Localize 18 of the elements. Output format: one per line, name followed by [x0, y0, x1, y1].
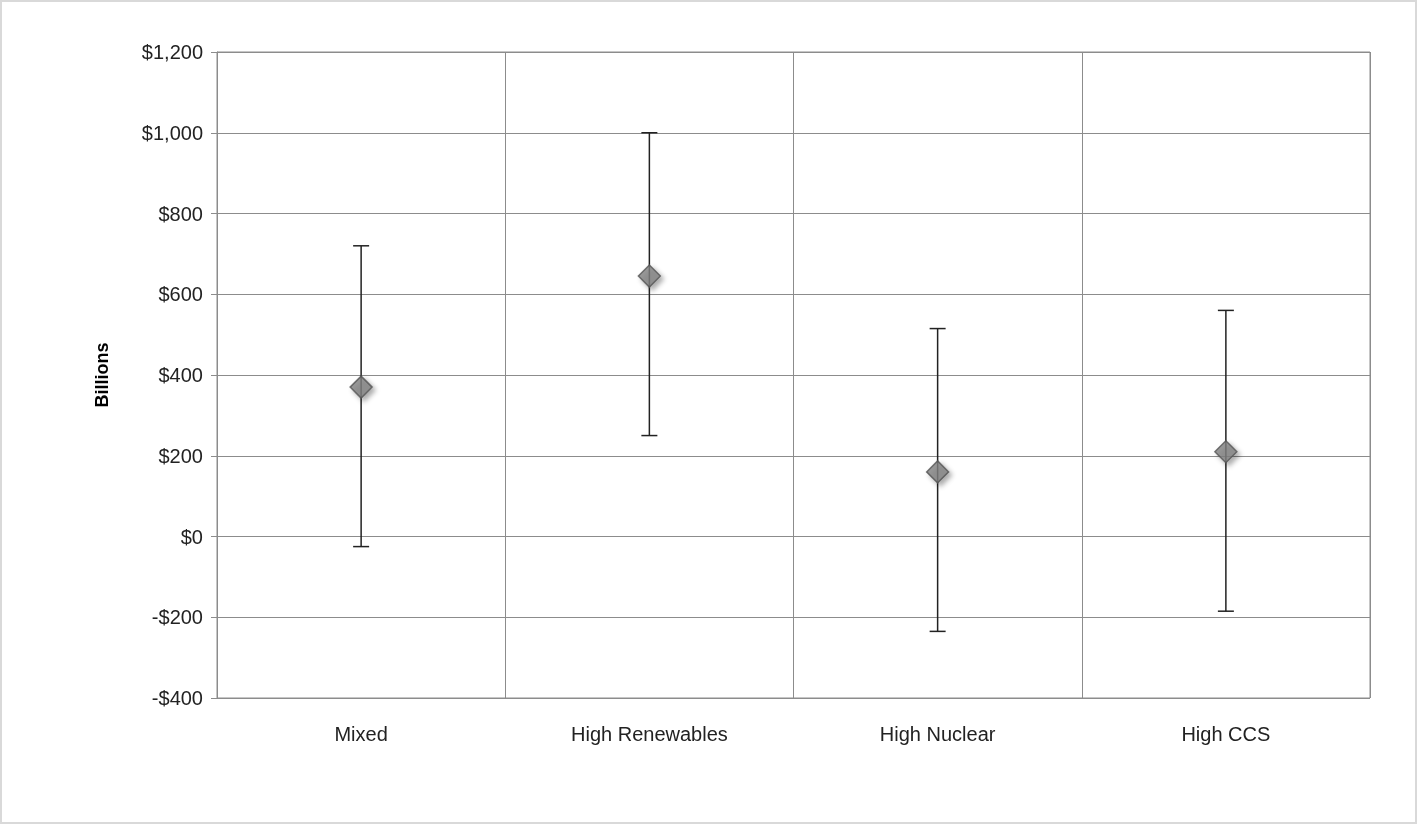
y-tick-label: $1,200	[141, 41, 203, 63]
y-tick-label: $800	[158, 202, 203, 225]
point	[349, 375, 373, 399]
y-tick-label: $200	[158, 444, 203, 467]
x-tick-label: High Nuclear	[879, 723, 996, 745]
y-tick-label: -$400	[151, 687, 203, 709]
y-axis-title: Billions	[92, 342, 112, 408]
x-tick-label: High Renewables	[570, 723, 728, 745]
y-tick-label: $600	[158, 283, 203, 306]
point	[637, 264, 662, 288]
y-tick-label: $1,000	[141, 121, 203, 144]
y-tick-label: $0	[180, 525, 203, 548]
point	[1214, 439, 1238, 464]
y-tick-label: $400	[158, 364, 203, 386]
y-tick-label: -$200	[151, 606, 203, 629]
x-tick-label: High CCS	[1181, 723, 1271, 745]
x-tick-label: Mixed	[334, 723, 388, 745]
point	[925, 460, 950, 484]
